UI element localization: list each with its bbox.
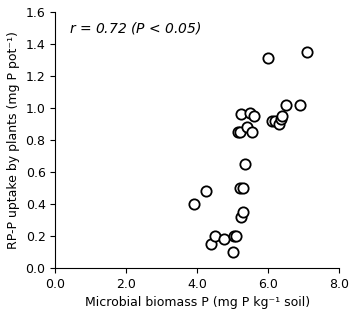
Point — [283, 102, 289, 107]
Point — [244, 125, 250, 130]
Point — [242, 161, 248, 166]
X-axis label: Microbial biomass P (mg P kg⁻¹ soil): Microbial biomass P (mg P kg⁻¹ soil) — [85, 296, 310, 309]
Point — [221, 236, 227, 241]
Point — [203, 189, 209, 194]
Point — [269, 118, 274, 123]
Point — [239, 112, 244, 117]
Point — [231, 233, 237, 238]
Point — [230, 249, 235, 254]
Point — [240, 185, 246, 190]
Point — [297, 102, 303, 107]
Point — [209, 241, 214, 246]
Point — [235, 129, 241, 134]
Point — [304, 49, 310, 54]
Point — [278, 117, 283, 122]
Point — [237, 129, 242, 134]
Point — [272, 118, 278, 123]
Point — [212, 233, 218, 238]
Point — [279, 113, 285, 118]
Point — [233, 233, 239, 238]
Point — [240, 209, 246, 214]
Point — [276, 121, 282, 126]
Point — [265, 56, 271, 61]
Text: $r$ = 0.72 ($P$ < 0.05): $r$ = 0.72 ($P$ < 0.05) — [69, 20, 202, 36]
Point — [249, 129, 255, 134]
Point — [239, 214, 244, 219]
Point — [191, 201, 197, 206]
Point — [251, 113, 257, 118]
Y-axis label: RP-P uptake by plants (mg P pot⁻¹): RP-P uptake by plants (mg P pot⁻¹) — [7, 31, 20, 249]
Point — [237, 185, 242, 190]
Point — [247, 110, 253, 115]
